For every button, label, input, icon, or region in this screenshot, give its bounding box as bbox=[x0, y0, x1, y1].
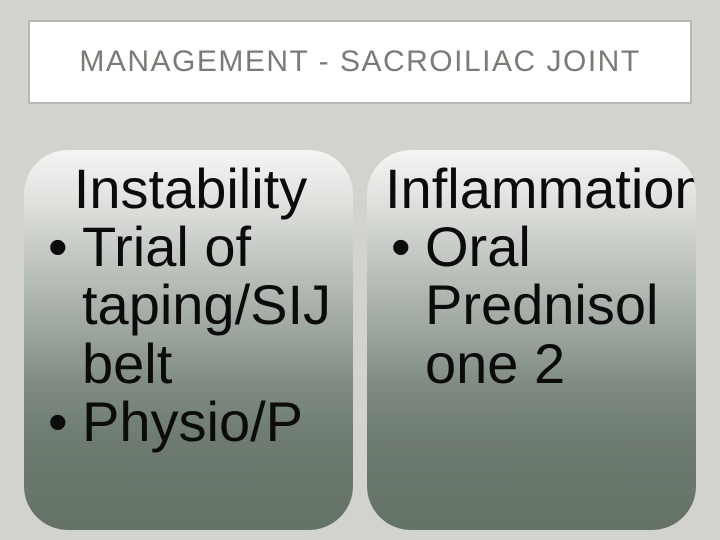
list-item: Trial of taping/SIJ belt bbox=[42, 218, 339, 393]
slide-title: MANAGEMENT - SACROILIAC JOINT bbox=[79, 45, 640, 79]
list-item: Physio/P bbox=[42, 393, 339, 451]
card-instability: Instability Trial of taping/SIJ belt Phy… bbox=[24, 150, 353, 530]
list-item: Oral Prednisolone 2 bbox=[385, 218, 682, 393]
slide-title-box: MANAGEMENT - SACROILIAC JOINT bbox=[28, 20, 692, 104]
cards-row: Instability Trial of taping/SIJ belt Phy… bbox=[24, 150, 696, 530]
card-bullets: Trial of taping/SIJ belt Physio/P bbox=[42, 218, 339, 451]
card-heading: Instability bbox=[42, 160, 339, 218]
card-heading: Inflammation bbox=[385, 160, 682, 218]
card-inflammation: Inflammation Oral Prednisolone 2 bbox=[367, 150, 696, 530]
card-bullets: Oral Prednisolone 2 bbox=[385, 218, 682, 393]
